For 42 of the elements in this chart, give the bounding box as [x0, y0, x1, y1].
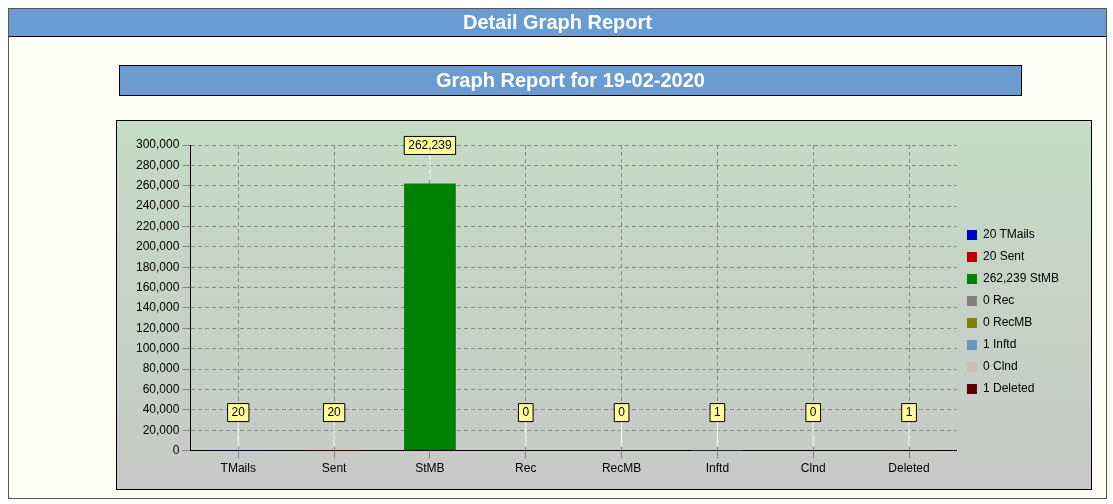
x-tick-label: Clnd — [800, 461, 826, 476]
y-tick-label: 20,000 — [142, 422, 180, 437]
x-tick-label: Deleted — [888, 461, 930, 476]
legend-label: 0 Rec — [982, 293, 1015, 308]
y-tick-label: 140,000 — [135, 300, 180, 315]
x-tick-label: Sent — [321, 461, 348, 476]
data-label: 1 — [714, 404, 722, 419]
data-label: 20 — [231, 404, 246, 419]
y-tick-label: 40,000 — [142, 402, 180, 417]
legend-label: 0 Clnd — [982, 359, 1018, 374]
x-tick-label: Inftd — [705, 461, 730, 476]
y-tick-label: 200,000 — [135, 239, 180, 254]
y-tick-label: 0 — [172, 442, 180, 457]
y-tick-label: 120,000 — [135, 320, 180, 335]
legend-label: 1 Deleted — [982, 381, 1035, 396]
x-tick-label: TMails — [220, 461, 256, 476]
legend-label: 20 Sent — [982, 249, 1025, 264]
y-tick-label: 60,000 — [142, 381, 180, 396]
legend-label: 1 Inftd — [982, 337, 1017, 352]
data-label: 0 — [809, 404, 817, 419]
y-tick-label: 240,000 — [135, 198, 180, 213]
y-tick-label: 180,000 — [135, 259, 180, 274]
y-tick-label: 300,000 — [135, 137, 180, 152]
legend-label: 262,239 StMB — [982, 271, 1060, 286]
data-label: 0 — [522, 404, 530, 419]
x-tick-label: RecMB — [601, 461, 642, 476]
legend-label: 0 RecMB — [982, 315, 1033, 330]
y-tick-label: 220,000 — [135, 218, 180, 233]
y-tick-label: 100,000 — [135, 341, 180, 356]
data-label: 0 — [618, 404, 626, 419]
data-label: 1 — [905, 404, 913, 419]
x-tick-label: Rec — [515, 461, 537, 476]
data-label: 262,239 — [408, 137, 452, 152]
y-tick-label: 260,000 — [135, 178, 180, 193]
chart-subtitle: Graph Report for 19-02-2020 — [119, 65, 1022, 96]
x-tick-label: StMB — [415, 461, 445, 476]
data-label: 20 — [327, 404, 342, 419]
y-tick-label: 280,000 — [135, 157, 180, 172]
chart-title: Detail Graph Report — [9, 9, 1106, 37]
y-tick-label: 160,000 — [135, 279, 180, 294]
y-tick-label: 80,000 — [142, 361, 180, 376]
legend-label: 20 TMails — [982, 227, 1035, 242]
